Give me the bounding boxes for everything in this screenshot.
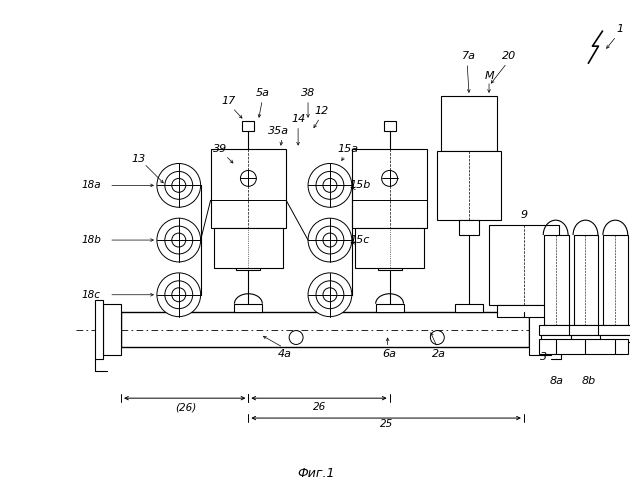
Circle shape [308, 273, 352, 316]
Circle shape [172, 288, 186, 302]
Text: 25: 25 [380, 419, 393, 429]
Bar [569, 324, 604, 334]
Text: 14: 14 [291, 114, 305, 124]
Bar [210, 148, 286, 228]
Bar [214, 228, 283, 268]
Text: 38: 38 [301, 88, 315, 98]
Text: 2a: 2a [432, 350, 446, 360]
Circle shape [172, 178, 186, 192]
Text: 15b: 15b [349, 180, 370, 190]
Text: M: M [484, 71, 494, 81]
Circle shape [323, 233, 337, 247]
Text: 8a: 8a [550, 376, 564, 386]
Bar [243, 120, 254, 130]
Bar [574, 235, 599, 324]
Circle shape [165, 226, 193, 254]
Bar [236, 250, 260, 270]
Bar [544, 235, 569, 324]
Bar [375, 304, 403, 312]
Text: 3: 3 [540, 352, 547, 362]
Text: 15c: 15c [349, 235, 370, 245]
Bar [103, 304, 121, 356]
Circle shape [308, 218, 352, 262]
Text: 18c: 18c [82, 290, 100, 300]
Text: 35a: 35a [267, 126, 289, 136]
Circle shape [323, 288, 337, 302]
Circle shape [308, 164, 352, 207]
Circle shape [165, 172, 193, 200]
Text: 39: 39 [214, 144, 228, 154]
Bar [604, 235, 628, 324]
Bar [538, 340, 628, 354]
Text: 20: 20 [502, 51, 516, 61]
Circle shape [382, 170, 398, 186]
Text: 18b: 18b [82, 235, 101, 245]
Circle shape [157, 218, 200, 262]
Text: 4a: 4a [278, 350, 292, 360]
Text: 17: 17 [221, 96, 236, 106]
Bar [121, 312, 529, 348]
Circle shape [316, 281, 344, 308]
Circle shape [323, 178, 337, 192]
Circle shape [165, 281, 193, 308]
Bar [352, 148, 427, 228]
Circle shape [240, 170, 257, 186]
Bar [599, 324, 632, 334]
Text: 8b: 8b [581, 376, 595, 386]
Bar [95, 300, 103, 360]
Bar [459, 220, 479, 235]
Text: 15a: 15a [337, 144, 358, 154]
Text: 26: 26 [313, 402, 327, 412]
Text: 9: 9 [520, 210, 527, 220]
Circle shape [316, 172, 344, 200]
Circle shape [430, 330, 444, 344]
Text: (26): (26) [175, 402, 197, 412]
Text: 18a: 18a [82, 180, 101, 190]
Bar [355, 228, 425, 268]
Bar [384, 120, 396, 130]
Text: 5a: 5a [255, 88, 269, 98]
Text: 13: 13 [132, 154, 146, 164]
Bar [600, 334, 631, 342]
Text: 1: 1 [617, 24, 624, 34]
Bar [541, 334, 571, 342]
Bar [529, 304, 550, 356]
Text: 6a: 6a [382, 350, 397, 360]
Bar [441, 96, 497, 150]
Text: Фиг.1: Фиг.1 [297, 467, 335, 480]
Bar [378, 250, 401, 270]
Circle shape [157, 164, 200, 207]
Text: 12: 12 [315, 106, 329, 116]
Circle shape [172, 233, 186, 247]
Bar [571, 334, 602, 342]
Circle shape [157, 273, 200, 316]
Bar [538, 324, 574, 334]
Text: 7a: 7a [462, 51, 476, 61]
Bar [234, 304, 262, 312]
Circle shape [316, 226, 344, 254]
Bar [497, 304, 550, 316]
Bar [455, 304, 483, 312]
Bar [437, 150, 501, 220]
Bar [489, 225, 559, 304]
Circle shape [289, 330, 303, 344]
